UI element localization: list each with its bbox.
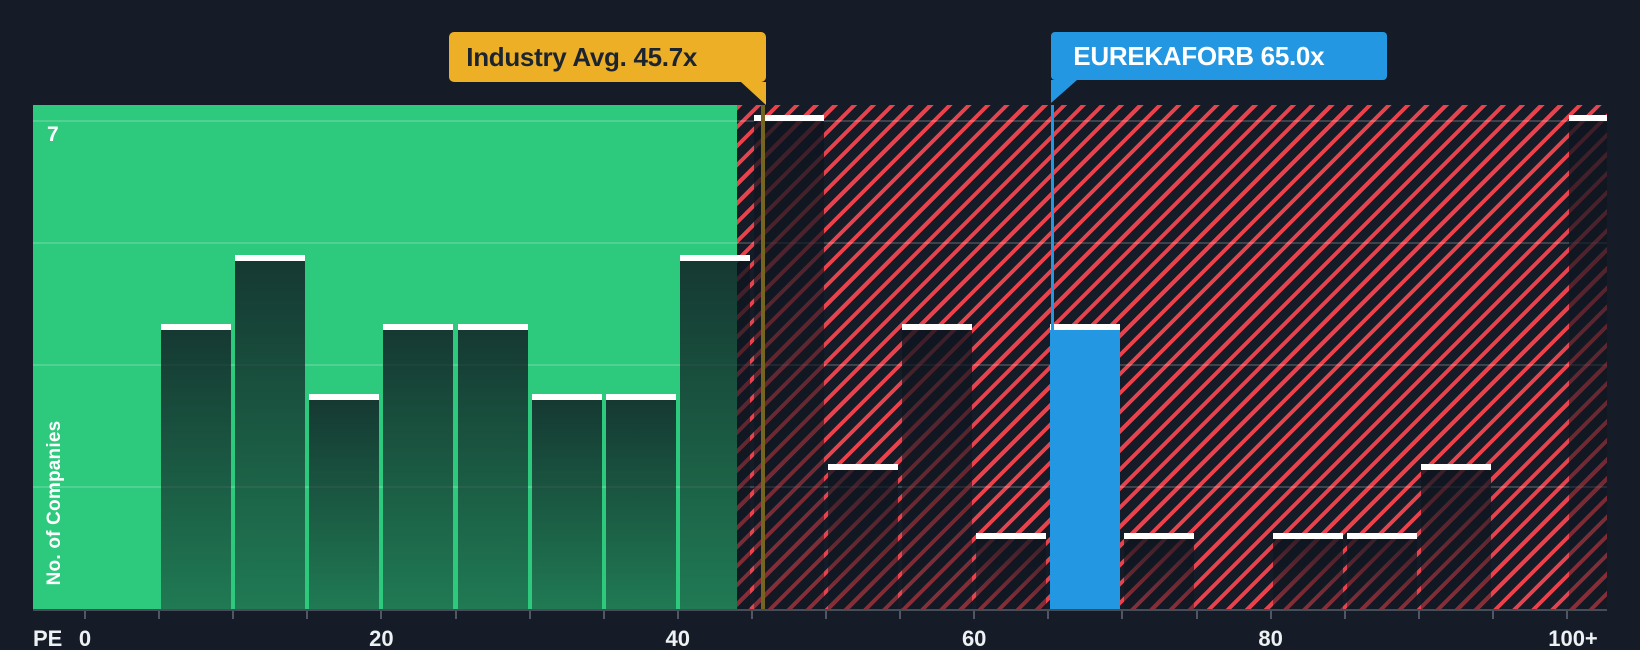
bar-top-cap (1124, 533, 1195, 540)
industry-avg-tooltip: Industry Avg. 45.7x (449, 32, 767, 105)
x-axis-tick-label: 20 (369, 626, 394, 650)
bar-body (976, 539, 1047, 609)
bar-top-cap (1050, 324, 1121, 331)
x-axis-tick (1121, 611, 1124, 619)
bar-body (679, 260, 750, 609)
bar-body (457, 330, 528, 609)
histogram-bar[interactable] (976, 533, 1047, 609)
bar-top-cap (753, 115, 824, 122)
histogram-bar[interactable] (902, 324, 973, 609)
histogram-bar[interactable] (235, 254, 306, 609)
bar-body (902, 330, 973, 609)
plot-area (33, 105, 1607, 609)
x-axis-tick-label: 0 (78, 626, 92, 650)
x-axis-tick (676, 611, 679, 619)
bar-top-cap (309, 393, 380, 400)
x-axis-tick (973, 611, 976, 619)
x-axis-tick (232, 611, 235, 619)
histogram-bar[interactable] (1569, 115, 1607, 609)
histogram-bar[interactable] (605, 393, 676, 609)
industry-avg-tooltip-pointer (741, 82, 767, 105)
x-axis-line (33, 609, 1607, 611)
x-axis-tick (306, 611, 309, 619)
x-axis-tick (454, 611, 457, 619)
x-axis-tick (1047, 611, 1050, 619)
industry-avg-marker-line (760, 105, 765, 609)
x-axis-tick (380, 611, 383, 619)
company-marker-line (1051, 105, 1055, 331)
bar-top-cap (679, 254, 750, 261)
x-axis-tick (528, 611, 531, 619)
bar-body (753, 121, 824, 609)
bar-body (531, 399, 602, 609)
histogram-bar[interactable] (1346, 533, 1417, 609)
bar-top-cap (605, 393, 676, 400)
x-axis-tick (1343, 611, 1346, 619)
company-tooltip-label: EUREKAFORB 65.0x (1073, 41, 1325, 71)
bar-body (1124, 539, 1195, 609)
x-axis-tick (1491, 611, 1494, 619)
bar-top-cap (976, 533, 1047, 540)
histogram-bar[interactable] (1124, 533, 1195, 609)
x-axis-tick-label: 80 (1258, 626, 1283, 650)
bar-top-cap (235, 254, 306, 261)
histogram-bar[interactable] (383, 324, 454, 609)
x-axis-tick (1269, 611, 1272, 619)
histogram-bar[interactable] (161, 324, 232, 609)
histogram-bar[interactable] (457, 324, 528, 609)
x-axis-tick (84, 611, 86, 619)
bar-top-cap (1346, 533, 1417, 540)
bar-body (1420, 469, 1491, 609)
industry-avg-tooltip-label: Industry Avg. 45.7x (466, 42, 698, 72)
x-axis-title: PE (33, 626, 63, 650)
x-axis-tick-label: 60 (961, 626, 987, 650)
bar-top-cap (383, 324, 454, 331)
bar-top-cap (1569, 115, 1607, 122)
x-axis-tick (1566, 611, 1568, 619)
histogram-bar[interactable] (309, 393, 380, 609)
bar-top-cap (1420, 463, 1491, 470)
bar-body (605, 399, 676, 609)
histogram-bar[interactable] (753, 115, 824, 609)
x-axis-tick-label: 100+ (1548, 626, 1598, 650)
company-tooltip: EUREKAFORB 65.0x (1051, 32, 1388, 103)
x-axis-tick (158, 611, 161, 619)
bar-top-cap (902, 324, 973, 331)
x-axis-tick (1417, 611, 1420, 619)
histogram-bar[interactable] (1420, 463, 1491, 609)
bar-body (235, 260, 306, 609)
bar-body (383, 330, 454, 609)
x-axis-tick (750, 611, 753, 619)
histogram-bar-company[interactable] (1050, 324, 1121, 609)
bar-body (161, 330, 232, 609)
x-axis-tick (602, 611, 605, 619)
histogram-bar[interactable] (828, 463, 899, 609)
y-axis-max-tick-label: 7 (47, 123, 59, 146)
company-tooltip-pointer (1051, 80, 1078, 103)
histogram-bar[interactable] (679, 254, 750, 609)
bar-top-cap (531, 393, 602, 400)
bar-body (828, 469, 899, 609)
histogram-bar[interactable] (1272, 533, 1343, 609)
bar-body (309, 399, 380, 609)
x-axis-tick (825, 611, 827, 619)
bar-top-cap (828, 463, 899, 470)
bar-body (1569, 121, 1607, 609)
y-axis-title: No. of Companies (44, 420, 65, 586)
bar-top-cap (457, 324, 528, 331)
bar-body (1272, 539, 1343, 609)
bar-body (1050, 330, 1121, 609)
bar-top-cap (161, 324, 232, 331)
x-axis-tick-label: 40 (665, 626, 691, 650)
bar-body (1346, 539, 1417, 609)
x-axis-tick (899, 611, 902, 619)
x-axis-tick (1195, 611, 1198, 619)
histogram-bar[interactable] (531, 393, 602, 609)
bar-top-cap (1272, 533, 1343, 540)
